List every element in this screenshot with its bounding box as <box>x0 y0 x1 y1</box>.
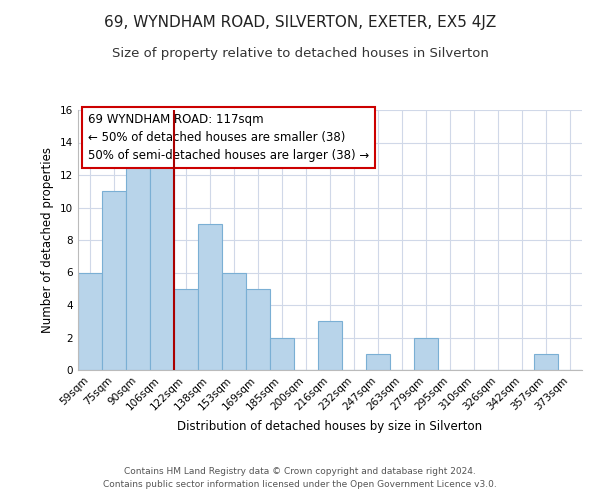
Bar <box>222 272 246 370</box>
Bar <box>366 354 390 370</box>
Bar <box>174 289 198 370</box>
Text: 69, WYNDHAM ROAD, SILVERTON, EXETER, EX5 4JZ: 69, WYNDHAM ROAD, SILVERTON, EXETER, EX5… <box>104 15 496 30</box>
Bar <box>534 354 558 370</box>
Bar <box>270 338 294 370</box>
Bar <box>246 289 270 370</box>
Y-axis label: Number of detached properties: Number of detached properties <box>41 147 55 333</box>
Bar <box>150 159 174 370</box>
X-axis label: Distribution of detached houses by size in Silverton: Distribution of detached houses by size … <box>178 420 482 433</box>
Bar <box>102 191 126 370</box>
Text: 69 WYNDHAM ROAD: 117sqm
← 50% of detached houses are smaller (38)
50% of semi-de: 69 WYNDHAM ROAD: 117sqm ← 50% of detache… <box>88 112 370 162</box>
Bar <box>78 272 102 370</box>
Bar <box>414 338 438 370</box>
Bar <box>318 322 342 370</box>
Bar <box>198 224 222 370</box>
Text: Contains HM Land Registry data © Crown copyright and database right 2024.: Contains HM Land Registry data © Crown c… <box>124 467 476 476</box>
Text: Contains public sector information licensed under the Open Government Licence v3: Contains public sector information licen… <box>103 480 497 489</box>
Text: Size of property relative to detached houses in Silverton: Size of property relative to detached ho… <box>112 48 488 60</box>
Bar <box>126 159 150 370</box>
